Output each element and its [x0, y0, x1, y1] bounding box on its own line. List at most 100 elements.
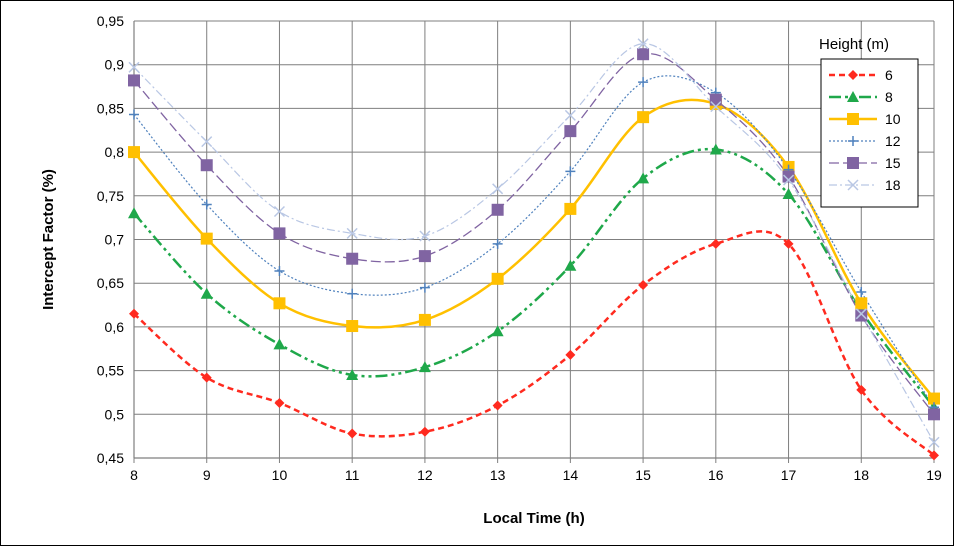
x-tick-label: 18: [853, 467, 869, 483]
data-point-6: [783, 238, 794, 249]
y-tick-label: 0,7: [105, 232, 125, 248]
y-tick-label: 0,5: [105, 406, 125, 422]
series-line-15: [133, 53, 935, 415]
x-tick-label: 10: [272, 467, 288, 483]
data-point-8: [346, 368, 359, 380]
legend-title: Height (m): [819, 36, 889, 53]
y-tick-label: 0,85: [97, 100, 124, 116]
legend-marker-8: [847, 91, 859, 102]
data-point-15: [418, 250, 431, 263]
data-point-10: [855, 297, 868, 310]
legend-entry-label: 18: [885, 177, 901, 193]
data-point-8: [709, 143, 722, 155]
data-point-10: [564, 202, 577, 215]
series-line-8: [133, 147, 935, 409]
data-point-15: [273, 227, 286, 240]
y-tick-labels: 0,45 0,5 0,55 0,6 0,65 0,7 0,75 0,8 0,85 0,9 0,95: [97, 13, 124, 466]
data-point-15: [637, 48, 650, 61]
data-point-10: [200, 232, 213, 245]
data-point-18: [855, 308, 867, 320]
data-point-6: [565, 349, 576, 360]
legend-box: [820, 58, 919, 208]
data-point-10: [346, 320, 359, 333]
y-tick-label: 0,95: [97, 13, 124, 29]
y-tick-label: 0,65: [97, 275, 124, 291]
data-point-15: [564, 125, 577, 138]
x-tick-label: 11: [345, 467, 360, 483]
legend-marker-10: [847, 113, 859, 125]
x-tick-label: 12: [417, 467, 433, 483]
data-point-15: [128, 74, 140, 87]
data-point-8: [418, 361, 431, 373]
data-point-18: [346, 227, 358, 239]
data-point-6: [710, 238, 721, 249]
legend-marker-15: [847, 157, 859, 169]
data-point-6: [201, 372, 212, 383]
data-point-15: [346, 252, 359, 265]
y-tick-label: 0,75: [97, 188, 124, 204]
y-tick-label: 0,8: [105, 144, 125, 160]
grid-lines: [133, 20, 935, 463]
data-point-18: [128, 61, 140, 73]
legend-entry-label: 6: [885, 67, 893, 83]
data-point-6: [347, 428, 358, 439]
data-point-12: [347, 288, 358, 299]
data-point-8: [200, 287, 213, 299]
data-point-10: [128, 146, 140, 159]
data-point-12: [638, 77, 649, 88]
series-line-10: [133, 98, 935, 400]
data-point-6: [492, 400, 503, 411]
x-axis-label: Local Time (h): [483, 510, 584, 527]
data-point-15: [855, 309, 868, 322]
x-tick-label: 16: [708, 467, 724, 483]
data-point-15: [928, 408, 940, 421]
legend-marker-6: [848, 70, 858, 80]
data-point-18: [710, 101, 722, 113]
data-point-8: [782, 188, 795, 200]
y-axis-label: Intercept Factor (%): [40, 169, 57, 310]
data-point-8: [637, 172, 650, 184]
data-point-18: [637, 38, 649, 50]
legend-marker-18: [847, 179, 859, 191]
x-tick-label: 17: [781, 467, 797, 483]
data-point-12: [129, 109, 139, 120]
legend-entry-label: 10: [885, 111, 901, 127]
data-point-6: [929, 450, 939, 461]
y-tick-label: 0,9: [105, 57, 125, 73]
data-point-8: [491, 325, 504, 337]
data-point-12: [856, 286, 867, 297]
data-point-6: [419, 426, 430, 437]
x-tick-label: 14: [563, 467, 579, 483]
data-point-15: [782, 170, 795, 183]
legend: Height (m) 6 8 10 12 15 18: [819, 36, 919, 208]
data-point-12: [419, 282, 430, 293]
data-point-8: [128, 207, 140, 219]
data-point-12: [201, 199, 212, 210]
data-point-15: [200, 159, 213, 172]
data-point-18: [928, 436, 940, 448]
data-point-15: [491, 203, 504, 216]
data-point-6: [129, 308, 139, 319]
data-point-6: [274, 397, 285, 408]
y-tick-label: 0,6: [105, 319, 125, 335]
data-point-18: [564, 109, 576, 121]
data-point-12: [565, 166, 576, 177]
data-point-18: [201, 136, 213, 148]
series-markers: [128, 38, 940, 461]
x-tick-label: 15: [635, 467, 651, 483]
data-point-12: [274, 265, 285, 276]
series-line-6: [133, 230, 935, 457]
series-line-18: [133, 43, 935, 443]
data-point-18: [492, 183, 504, 195]
x-tick-label: 9: [203, 467, 211, 483]
data-point-10: [637, 111, 650, 124]
data-point-10: [418, 313, 431, 326]
series-line-12: [133, 75, 935, 408]
data-point-10: [273, 297, 286, 310]
data-point-8: [564, 259, 577, 271]
legend-entry-label: 8: [885, 89, 893, 105]
data-point-6: [638, 279, 649, 290]
y-tick-label: 0,55: [97, 363, 124, 379]
legend-entry-label: 15: [885, 155, 901, 171]
data-point-12: [492, 238, 503, 249]
